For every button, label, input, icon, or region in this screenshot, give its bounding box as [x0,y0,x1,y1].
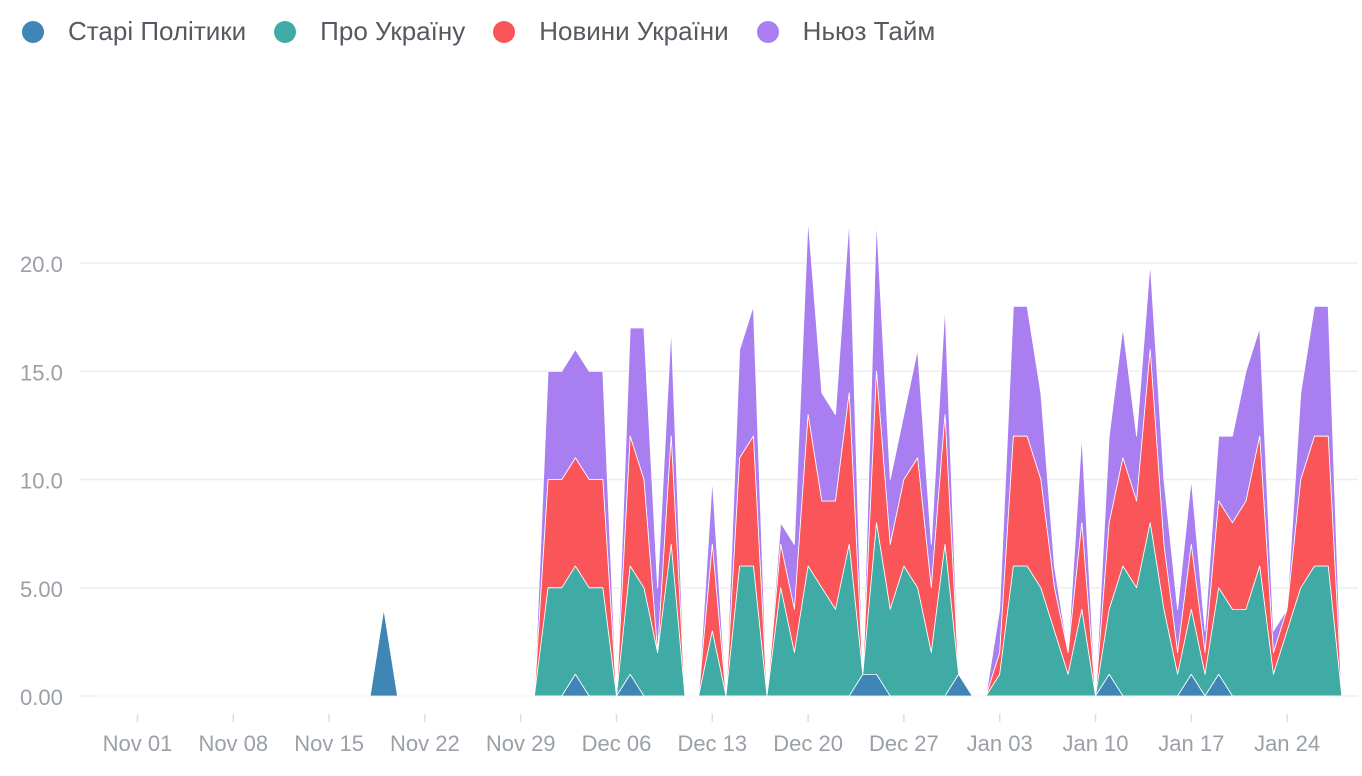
legend-label-nyuz-taim: Ньюз Тайм [802,16,936,46]
x-tick-label: Nov 22 [390,731,460,756]
legend-label-stari-polityky: Старі Політики [68,16,247,46]
x-tick-label: Dec 27 [869,731,939,756]
x-tick-label: Nov 08 [198,731,268,756]
x-tick-label: Jan 17 [1158,731,1224,756]
y-tick-label: 20.0 [20,252,63,277]
x-tick-label: Nov 15 [294,731,364,756]
legend: Старі Політики Про Україну Новини Україн… [22,16,963,47]
x-tick-label: Nov 01 [103,731,173,756]
legend-item-stari-polityky[interactable]: Старі Політики [22,16,246,47]
area-series-1[interactable] [96,609,1343,697]
series-areas [96,219,1343,697]
legend-swatch-stari-polityky [22,20,44,43]
legend-item-novyny-ukrainy[interactable]: Новини України [493,16,729,47]
legend-item-pro-ukrainu[interactable]: Про Україну [274,16,465,47]
y-tick-label: 5.00 [20,577,63,602]
legend-label-novyny-ukrainy: Новини України [539,16,729,46]
x-tick-label: Jan 24 [1254,731,1320,756]
x-tick-label: Jan 10 [1062,731,1128,756]
legend-item-nyuz-taim[interactable]: Ньюз Тайм [756,16,936,47]
legend-swatch-nyuz-taim [756,20,779,43]
x-tick-label: Jan 03 [967,731,1033,756]
x-axis: Nov 01 Nov 08 Nov 15 Nov 22 Nov 29 Dec 06 Dec … [103,714,1320,756]
x-tick-label: Dec 20 [773,731,843,756]
y-axis: 0.00 5.00 10.0 15.0 20.0 [20,252,63,710]
y-tick-label: 0.00 [20,685,63,710]
y-tick-label: 10.0 [20,469,63,494]
x-tick-label: Nov 29 [486,731,556,756]
legend-swatch-pro-ukrainu [274,20,297,43]
legend-swatch-novyny-ukrainy [493,20,516,43]
y-tick-label: 15.0 [20,360,63,385]
x-tick-label: Dec 13 [677,731,747,756]
x-tick-label: Dec 06 [582,731,652,756]
legend-label-pro-ukrainu: Про Україну [320,16,466,46]
